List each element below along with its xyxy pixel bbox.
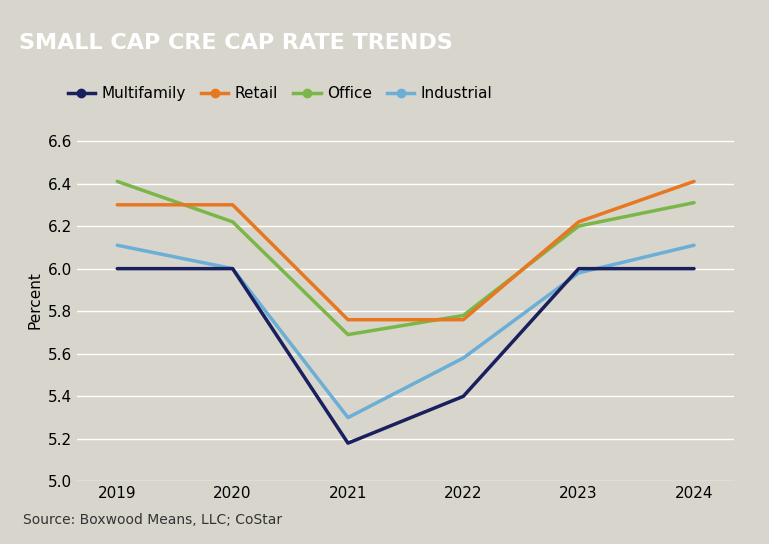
Text: SMALL CAP CRE CAP RATE TRENDS: SMALL CAP CRE CAP RATE TRENDS: [19, 33, 453, 53]
Legend: Multifamily, Retail, Office, Industrial: Multifamily, Retail, Office, Industrial: [62, 80, 498, 108]
Text: Source: Boxwood Means, LLC; CoStar: Source: Boxwood Means, LLC; CoStar: [23, 512, 282, 527]
Y-axis label: Percent: Percent: [27, 271, 42, 330]
